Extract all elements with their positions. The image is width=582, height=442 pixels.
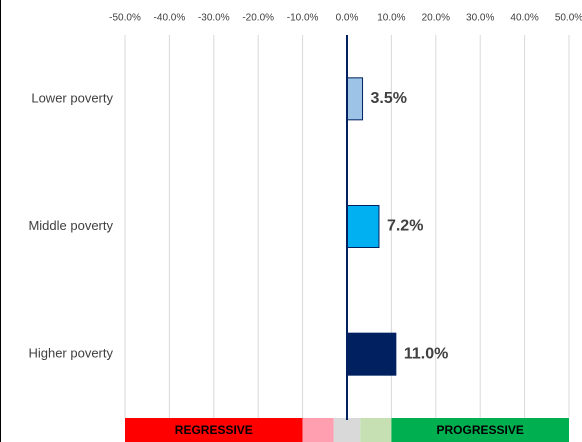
x-tick-label: -10.0%	[287, 13, 319, 24]
scale-band	[360, 418, 392, 442]
data-label: 11.0%	[404, 345, 448, 362]
data-label: 7.2%	[387, 218, 423, 235]
bar	[346, 77, 364, 121]
x-tick-label: -40.0%	[154, 13, 186, 24]
band-label: REGRESSIVE	[175, 423, 253, 437]
scale-band	[302, 418, 334, 442]
bar	[346, 205, 380, 248]
x-tick-label: -30.0%	[198, 13, 230, 24]
x-tick-label: 50.0%	[555, 13, 582, 24]
y-tick-label: Higher poverty	[28, 346, 113, 361]
x-tick-label: -20.0%	[242, 13, 274, 24]
x-tick-label: 30.0%	[466, 13, 494, 24]
scale-band	[333, 418, 361, 442]
x-tick-label: -50.0%	[109, 13, 141, 24]
scale-band	[125, 418, 303, 442]
x-tick-label: 40.0%	[510, 13, 538, 24]
band-label: PROGRESSIVE	[437, 423, 524, 437]
y-tick-label: Lower poverty	[31, 90, 113, 105]
y-tick-label: Middle poverty	[28, 218, 113, 233]
data-label: 3.5%	[371, 90, 407, 107]
bar	[346, 332, 397, 376]
scale-band	[391, 418, 569, 442]
x-tick-label: 10.0%	[377, 13, 405, 24]
x-tick-label: 20.0%	[422, 13, 450, 24]
x-tick-label: 0.0%	[336, 13, 359, 24]
